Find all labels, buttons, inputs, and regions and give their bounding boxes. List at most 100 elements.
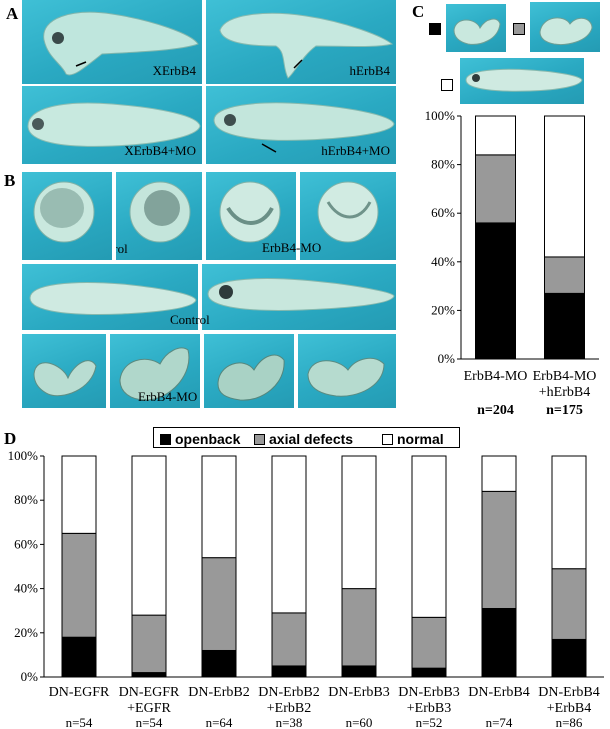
caption-mo-larvae: ErbB4-MO <box>138 389 198 404</box>
embryo-image <box>27 102 201 147</box>
bar-segment-openback <box>201 649 237 678</box>
bar-segment-openback <box>131 672 167 678</box>
caption-xerbb4: XErbB4 <box>152 63 196 78</box>
panel-label-a: A <box>6 4 19 23</box>
embryo-image <box>465 68 583 92</box>
x-category-label: DN-ErbB4 <box>468 685 529 700</box>
embryo-image <box>33 360 97 397</box>
caption-control-eggs: Control <box>116 241 128 256</box>
caption-control-larvae: Control <box>170 312 210 327</box>
photo-mo-egg-1 <box>206 172 296 260</box>
embryo-image <box>539 17 593 45</box>
chart-panel-d: 0%20%40%60%80%100%DN-EGFRn=54DN-EGFR+EGF… <box>8 448 604 729</box>
photo-mo-larva-3 <box>204 334 294 408</box>
legend-swatch-normal <box>382 434 393 445</box>
sample-count-label: n=74 <box>486 715 513 729</box>
panel-label-d: D <box>4 429 17 448</box>
bar-segment-axial-defects <box>475 154 516 224</box>
panel-label-c: C <box>412 2 425 21</box>
photo-mo-larva-4 <box>298 334 396 408</box>
bar-segment-axial-defects <box>341 588 377 667</box>
bar-segment-openback <box>341 665 377 678</box>
photo-key-axial <box>530 2 600 52</box>
embryo-image <box>33 181 95 243</box>
bar-segment-normal <box>481 455 517 492</box>
legend-label-normal: normal <box>397 431 444 447</box>
bar-segment-axial-defects <box>201 557 237 651</box>
caption-mo-eggs: ErbB4-MO <box>262 240 322 255</box>
y-tick-label: 60% <box>14 536 38 551</box>
y-tick-label: 60% <box>431 205 455 220</box>
legend-item-axial-defects: axial defects <box>254 431 353 447</box>
photo-mo-egg-2 <box>300 172 396 260</box>
caption-xerbb4-mo: XErbB4+MO <box>124 143 196 158</box>
bar-segment-normal <box>61 455 97 534</box>
embryo-image <box>213 102 395 153</box>
embryo-image <box>453 18 501 45</box>
y-tick-label: 40% <box>431 254 455 269</box>
y-tick-label: 0% <box>21 669 39 684</box>
bar-segment-normal <box>544 115 585 258</box>
x-category-label: DN-ErbB3 <box>398 685 459 700</box>
photo-key-normal <box>460 58 584 104</box>
photo-xerbb4: XErbB4 <box>22 0 202 84</box>
x-category-label: DN-ErbB4 <box>538 685 599 700</box>
legend-swatch-openback <box>160 434 171 445</box>
photo-herbb4-mo: hErbB4+MO <box>206 86 396 164</box>
bar-segment-axial-defects <box>544 256 585 294</box>
bar-segment-openback <box>481 607 517 678</box>
bar-segment-openback <box>475 222 516 360</box>
embryo-image <box>129 181 191 243</box>
legend-item-normal: normal <box>382 431 444 447</box>
embryo-image <box>219 12 394 79</box>
bar-segment-normal <box>341 455 377 590</box>
photo-control-larva-1 <box>22 264 198 330</box>
sample-count-label: n=86 <box>556 715 583 729</box>
photo-xerbb4-mo: XErbB4+MO <box>22 86 202 164</box>
chart-panel-c: 0%20%40%60%80%100%ErbB4-MOn=204ErbB4-MO+… <box>425 108 599 418</box>
sample-count-label: n=54 <box>66 715 93 729</box>
x-category-label: +hErbB4 <box>539 385 590 400</box>
caption-herbb4: hErbB4 <box>349 63 390 78</box>
key-swatch-axial <box>513 23 525 35</box>
bar-segment-axial-defects <box>481 490 517 609</box>
bar-segment-normal <box>475 115 516 156</box>
embryo-image <box>307 357 385 397</box>
y-tick-label: 80% <box>431 157 455 172</box>
chart-legend: openback axial defects normal <box>153 427 460 448</box>
x-category-label: +EGFR <box>127 701 171 716</box>
key-swatch-openback <box>429 23 441 35</box>
bar-segment-normal <box>131 455 167 616</box>
embryo-image <box>119 347 190 401</box>
sample-count-label: n=52 <box>416 715 443 729</box>
bar-segment-openback <box>61 636 97 678</box>
embryo-image <box>43 11 199 76</box>
caption-herbb4-mo: hErbB4+MO <box>321 143 390 158</box>
bar-segment-normal <box>271 455 307 614</box>
legend-swatch-axial-defects <box>254 434 265 445</box>
bar-segment-axial-defects <box>131 614 167 674</box>
x-category-label: +ErbB3 <box>407 701 451 716</box>
photo-control-larva-2 <box>202 264 396 330</box>
x-category-label: +ErbB2 <box>267 701 311 716</box>
bar-segment-openback <box>271 665 307 678</box>
bar-segment-axial-defects <box>551 568 587 640</box>
y-tick-label: 100% <box>425 108 456 123</box>
sample-count-label: n=60 <box>346 715 373 729</box>
sample-count-label: n=38 <box>276 715 303 729</box>
bar-segment-openback <box>551 638 587 678</box>
x-category-label: ErbB4-MO <box>533 369 597 384</box>
photo-herbb4: hErbB4 <box>206 0 396 84</box>
bar-segment-normal <box>411 455 447 618</box>
photo-control-egg-1 <box>22 172 112 260</box>
x-category-label: DN-ErbB3 <box>328 685 389 700</box>
key-swatch-normal <box>441 79 453 91</box>
photo-control-egg-2: Control <box>116 172 202 260</box>
sample-count-label: n=204 <box>477 403 514 418</box>
x-category-label: +ErbB4 <box>547 701 591 716</box>
y-tick-label: 40% <box>14 581 38 596</box>
y-tick-label: 20% <box>431 302 455 317</box>
x-category-label: DN-EGFR <box>49 685 110 700</box>
bar-segment-axial-defects <box>271 612 307 667</box>
legend-label-openback: openback <box>175 431 241 447</box>
